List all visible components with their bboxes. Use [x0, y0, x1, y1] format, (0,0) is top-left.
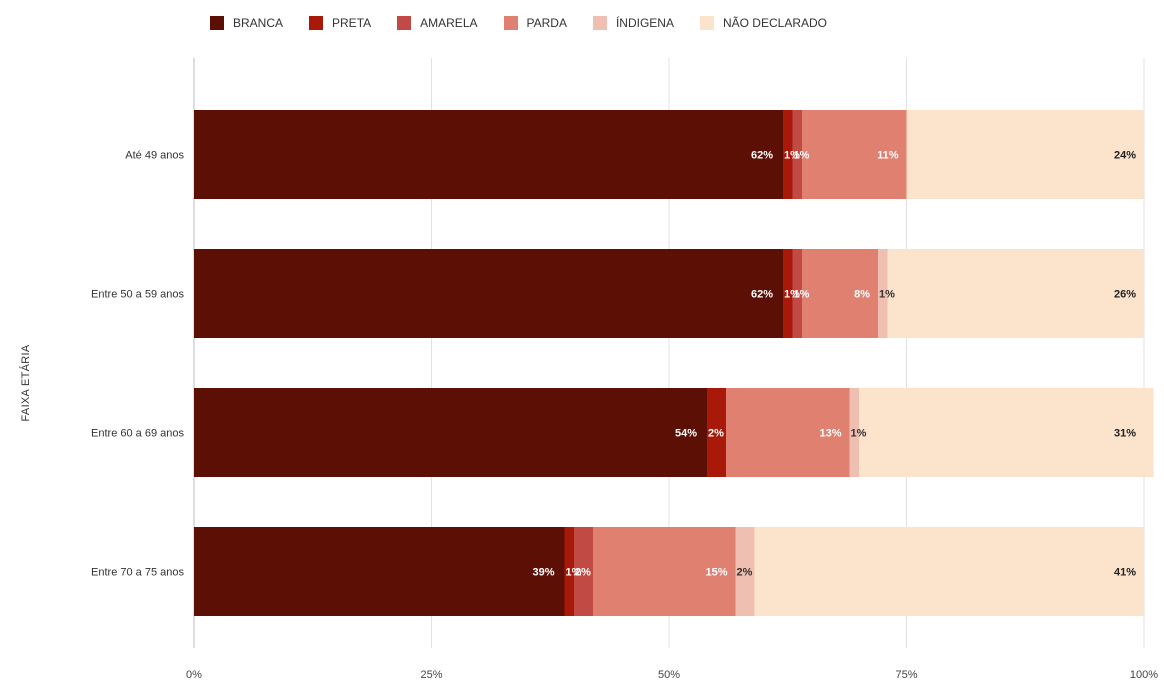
legend-swatch	[503, 16, 518, 30]
bar-segment	[859, 388, 1154, 477]
data-label: 13%	[819, 428, 841, 440]
legend-swatch	[309, 16, 324, 30]
legend-item: BRANCA	[210, 16, 283, 30]
bar-segment	[707, 388, 726, 477]
category-label: Entre 50 a 59 anos	[91, 289, 184, 301]
x-tick-label: 0%	[186, 669, 202, 681]
data-label: 26%	[1114, 289, 1136, 301]
legend-label: NÃO DECLARADO	[722, 16, 827, 30]
bar-segment	[802, 249, 878, 338]
data-label: 8%	[854, 289, 870, 301]
data-label: 1%	[794, 150, 810, 162]
category-label: Até 49 anos	[125, 150, 184, 162]
data-label: 1%	[784, 150, 800, 162]
category-label: Entre 70 a 75 anos	[91, 567, 184, 579]
legend-label: PRETA	[332, 16, 372, 30]
data-label: 1%	[784, 289, 800, 301]
bar-segment	[802, 110, 907, 199]
bar-segment	[194, 249, 783, 338]
bar-segment	[726, 388, 850, 477]
bar-segment	[593, 527, 736, 616]
data-label: 39%	[532, 567, 554, 579]
data-label: 62%	[751, 289, 773, 301]
legend-swatch	[699, 16, 714, 30]
x-tick-label: 25%	[420, 669, 442, 681]
bar-segment	[878, 249, 888, 338]
x-tick-label: 50%	[658, 669, 680, 681]
legend-item: NÃO DECLARADO	[699, 16, 827, 30]
bar-segment	[574, 527, 593, 616]
bar-segment-remainder	[1134, 249, 1144, 338]
bar-segment	[754, 527, 1144, 616]
legend-label: BRANCA	[233, 16, 284, 30]
data-label: 31%	[1114, 428, 1136, 440]
bar-segment	[783, 110, 793, 199]
data-label: 2%	[708, 428, 724, 440]
x-tick-label: 100%	[1130, 669, 1158, 681]
bar-segment	[564, 527, 574, 616]
category-label: Entre 60 a 69 anos	[91, 428, 184, 440]
data-label: 1%	[879, 289, 895, 301]
legend-item: AMARELA	[397, 16, 478, 30]
data-label: 1%	[851, 428, 867, 440]
bar-segment	[194, 110, 783, 199]
data-label: 15%	[705, 567, 727, 579]
legend-item: PRETA	[309, 16, 371, 30]
bar-segment	[792, 110, 802, 199]
legend-label: PARDA	[526, 16, 567, 30]
data-label: 1%	[566, 567, 582, 579]
legend-swatch	[210, 16, 224, 30]
bar-segment	[906, 110, 1135, 199]
data-label: 11%	[877, 150, 899, 162]
data-label: 1%	[794, 289, 810, 301]
legend: BRANCA PRETA AMARELA PARDA ÍNDIGENA NÃO DECLA…	[210, 16, 853, 30]
legend-label: ÍNDIGENA	[615, 16, 674, 30]
bar-segment	[194, 388, 707, 477]
bar-segment	[783, 249, 793, 338]
bar-segment	[735, 527, 755, 616]
data-label: 2%	[737, 567, 753, 579]
data-label: 2%	[575, 567, 591, 579]
bar-segment	[887, 249, 1135, 338]
bar-segment	[792, 249, 802, 338]
legend-label: AMARELA	[420, 16, 478, 30]
bar-segment	[849, 388, 859, 477]
legend-swatch	[592, 16, 607, 30]
bar-segment-remainder	[1134, 110, 1144, 199]
data-label: 41%	[1114, 567, 1136, 579]
legend-item: ÍNDIGENA	[592, 16, 674, 30]
data-label: 24%	[1114, 150, 1136, 162]
data-label: 62%	[751, 150, 773, 162]
x-tick-label: 75%	[895, 669, 917, 681]
bar-segment	[194, 527, 565, 616]
data-label: 54%	[675, 428, 697, 440]
legend-swatch	[397, 16, 412, 30]
legend-item: PARDA	[503, 16, 567, 30]
